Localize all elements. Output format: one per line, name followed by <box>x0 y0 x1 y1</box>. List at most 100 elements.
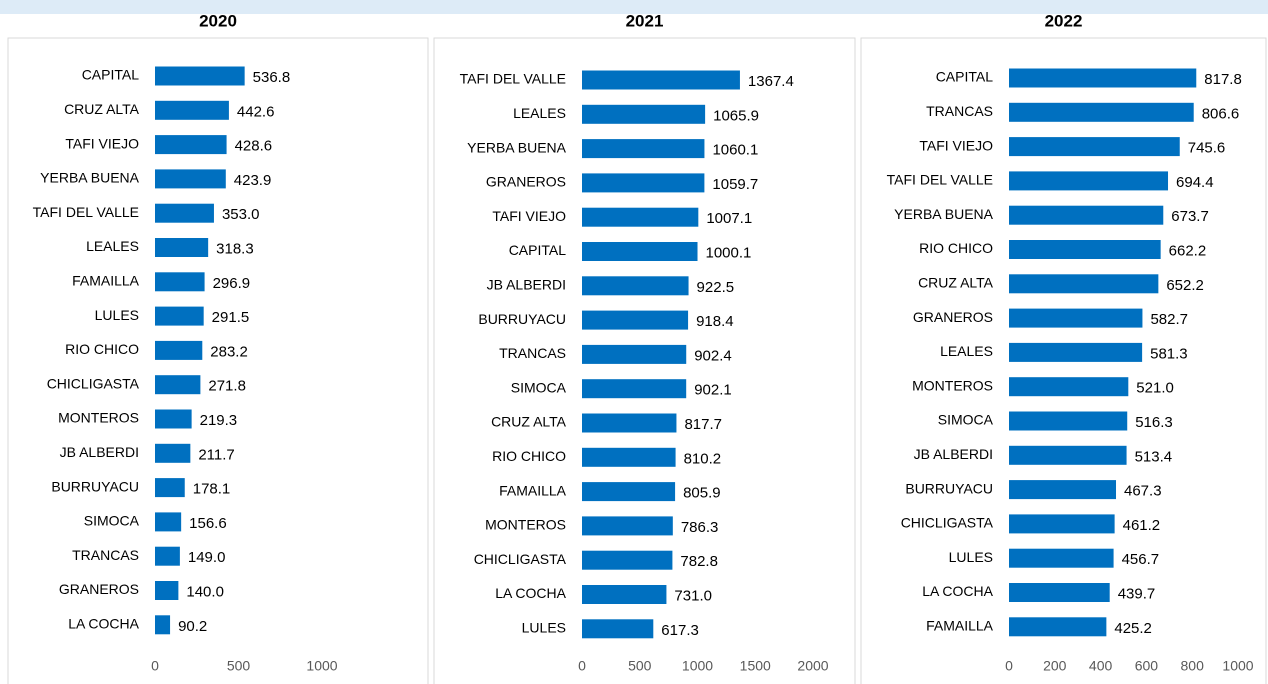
x-tick-label: 800 <box>1181 658 1205 674</box>
bar <box>582 344 687 364</box>
bar <box>155 615 171 635</box>
x-tick-label: 0 <box>1005 658 1013 674</box>
x-tick-label: 1000 <box>306 658 337 674</box>
x-tick-label: 1500 <box>740 658 771 674</box>
category-label: TAFI VIEJO <box>65 135 139 151</box>
bar <box>155 443 191 463</box>
category-label: LULES <box>95 307 139 323</box>
category-label: TRANCAS <box>499 345 566 361</box>
x-tick-label: 1000 <box>682 658 713 674</box>
bar <box>155 135 227 155</box>
x-tick-label: 1000 <box>1222 658 1253 674</box>
value-label: 439.7 <box>1118 585 1156 602</box>
value-label: 178.1 <box>193 481 231 498</box>
bar <box>1009 171 1169 191</box>
bar <box>582 242 698 261</box>
bar <box>1009 445 1127 465</box>
bar <box>582 310 689 330</box>
category-label: SIMOCA <box>84 513 140 529</box>
category-label: YERBA BUENA <box>40 170 139 186</box>
bar <box>155 340 203 360</box>
bar <box>1009 548 1114 568</box>
value-label: 1060.1 <box>712 142 758 159</box>
x-tick-label: 500 <box>227 658 251 674</box>
value-label: 149.0 <box>188 549 226 566</box>
category-label: CAPITAL <box>82 67 140 83</box>
bar <box>582 619 654 639</box>
category-label: LULES <box>522 620 566 636</box>
value-label: 513.4 <box>1135 448 1173 465</box>
value-label: 156.6 <box>189 515 227 532</box>
value-label: 902.4 <box>694 347 732 364</box>
category-label: YERBA BUENA <box>467 139 566 155</box>
value-label: 516.3 <box>1135 414 1173 431</box>
bar <box>582 413 677 433</box>
bar <box>582 139 705 159</box>
bar <box>155 409 192 429</box>
category-label: JB ALBERDI <box>487 277 566 293</box>
bar <box>582 207 699 227</box>
category-label: TAFI DEL VALLE <box>887 172 993 188</box>
value-label: 922.5 <box>697 279 735 296</box>
value-label: 90.2 <box>178 618 207 635</box>
category-label: CRUZ ALTA <box>64 101 140 117</box>
value-label: 1000.1 <box>706 244 752 261</box>
value-label: 786.3 <box>681 519 719 536</box>
bar <box>155 272 205 292</box>
category-label: CRUZ ALTA <box>918 275 994 291</box>
value-label: 810.2 <box>684 450 722 467</box>
bar <box>1009 411 1128 431</box>
bar <box>155 546 180 566</box>
bar <box>155 581 179 600</box>
value-label: 662.2 <box>1169 242 1207 259</box>
value-label: 918.4 <box>696 313 734 330</box>
category-label: MONTEROS <box>58 410 139 426</box>
bar <box>1009 308 1143 328</box>
x-tick-label: 2000 <box>797 658 828 674</box>
category-label: SIMOCA <box>938 412 994 428</box>
bar <box>1009 377 1129 397</box>
bar <box>582 70 740 90</box>
category-label: FAMAILLA <box>926 618 994 634</box>
category-label: MONTEROS <box>912 377 993 393</box>
category-label: MONTEROS <box>485 517 566 533</box>
category-label: LEALES <box>86 238 139 254</box>
bar <box>155 375 201 395</box>
category-label: BURRUYACU <box>478 311 566 327</box>
title-band <box>0 0 1268 14</box>
category-label: TRANCAS <box>72 547 139 563</box>
bar <box>1009 583 1110 602</box>
panel <box>860 37 1267 684</box>
bar <box>155 306 204 326</box>
bar <box>1009 102 1194 122</box>
x-tick-label: 500 <box>628 658 652 674</box>
category-label: LEALES <box>513 105 566 121</box>
category-label: CHICLIGASTA <box>474 551 567 567</box>
bar <box>582 379 687 399</box>
bar <box>1009 205 1164 225</box>
value-label: 652.2 <box>1166 277 1204 294</box>
value-label: 617.3 <box>661 622 699 639</box>
value-label: 817.7 <box>684 416 722 433</box>
bar <box>155 478 185 498</box>
category-label: YERBA BUENA <box>894 206 993 222</box>
value-label: 1065.9 <box>713 107 759 124</box>
value-label: 1059.7 <box>712 176 758 193</box>
value-label: 283.2 <box>210 343 248 360</box>
x-tick-label: 0 <box>151 658 159 674</box>
bar <box>1009 480 1117 500</box>
bar <box>155 100 229 120</box>
bar <box>155 169 226 189</box>
bar <box>1009 68 1197 88</box>
category-label: CAPITAL <box>509 242 567 258</box>
category-label: BURRUYACU <box>905 480 993 496</box>
bar <box>582 447 676 467</box>
value-label: 581.3 <box>1150 345 1188 362</box>
category-label: RIO CHICO <box>919 240 993 256</box>
value-label: 1007.1 <box>706 210 752 227</box>
category-label: LA COCHA <box>68 616 139 632</box>
value-label: 271.8 <box>208 378 246 395</box>
bar <box>1009 617 1107 637</box>
category-label: TAFI VIEJO <box>919 137 993 153</box>
